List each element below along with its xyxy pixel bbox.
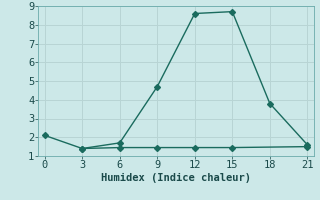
X-axis label: Humidex (Indice chaleur): Humidex (Indice chaleur) — [101, 173, 251, 183]
